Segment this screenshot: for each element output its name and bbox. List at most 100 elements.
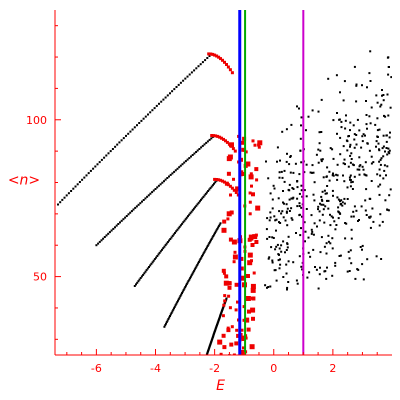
data-point <box>226 361 228 363</box>
data-point <box>349 174 352 177</box>
data-point <box>209 240 212 243</box>
data-point <box>360 146 363 149</box>
data-point <box>339 200 341 203</box>
data-point <box>333 220 336 223</box>
data-point <box>376 135 379 138</box>
data-point <box>239 256 244 261</box>
data-point <box>343 80 346 83</box>
data-point <box>100 158 103 161</box>
data-point <box>275 279 278 282</box>
data-point <box>213 233 216 236</box>
data-point <box>330 215 333 218</box>
data-point <box>358 168 361 171</box>
data-point <box>300 124 302 127</box>
data-point <box>326 199 328 202</box>
data-point <box>298 173 301 176</box>
data-point <box>213 182 215 185</box>
data-point <box>271 261 274 264</box>
data-point <box>196 203 199 206</box>
data-point <box>118 141 121 144</box>
data-point <box>236 300 239 304</box>
data-point <box>255 205 261 211</box>
data-point <box>310 214 313 217</box>
data-point <box>114 145 117 148</box>
data-point <box>267 286 270 288</box>
data-point <box>317 110 320 113</box>
data-point <box>379 174 382 177</box>
data-point <box>375 140 378 143</box>
data-point <box>304 230 307 233</box>
data-point <box>287 260 290 263</box>
data-point <box>280 212 283 215</box>
data-point <box>108 231 111 234</box>
data-point <box>190 155 192 158</box>
data-point <box>361 140 364 143</box>
data-point <box>312 193 315 196</box>
data-point <box>252 234 258 240</box>
data-point <box>244 317 250 323</box>
data-point <box>282 216 285 219</box>
data-point <box>158 102 160 105</box>
data-point <box>117 223 120 225</box>
data-point <box>277 197 280 200</box>
data-point <box>182 221 185 224</box>
data-point <box>369 122 372 125</box>
data-point <box>222 271 226 275</box>
data-point <box>329 213 331 216</box>
data-point <box>204 192 207 195</box>
data-point <box>130 210 133 213</box>
data-point <box>331 247 334 250</box>
data-point <box>219 352 223 355</box>
data-point <box>266 217 269 220</box>
data-point <box>278 221 280 224</box>
data-point <box>192 271 195 274</box>
data-point <box>175 302 178 305</box>
data-point <box>376 129 379 132</box>
data-point <box>197 262 200 265</box>
data-point <box>202 195 205 198</box>
data-point <box>332 157 335 160</box>
data-point <box>164 244 167 247</box>
data-point <box>163 245 166 248</box>
data-point <box>151 191 154 194</box>
data-point <box>350 262 353 265</box>
data-point <box>250 184 253 188</box>
data-point <box>168 239 171 242</box>
data-point <box>87 172 90 175</box>
data-point <box>322 203 325 206</box>
data-point <box>337 198 340 201</box>
data-point <box>163 180 165 183</box>
data-point <box>144 197 147 200</box>
data-point <box>368 216 371 219</box>
data-point <box>286 224 289 227</box>
data-point <box>226 326 230 330</box>
data-point <box>212 235 215 237</box>
data-point <box>314 266 316 268</box>
data-point <box>291 218 294 221</box>
data-point <box>386 153 389 156</box>
data-point <box>376 101 379 104</box>
data-point <box>384 150 386 153</box>
data-point <box>377 142 380 145</box>
data-point <box>307 115 310 118</box>
data-point <box>343 197 346 200</box>
data-point <box>211 52 215 56</box>
data-point <box>323 221 326 224</box>
data-point <box>288 210 291 212</box>
data-point <box>214 134 218 138</box>
data-point <box>350 158 353 160</box>
data-point <box>382 94 385 96</box>
data-point <box>197 65 200 68</box>
data-point <box>321 190 324 193</box>
x-tick-label: -4 <box>150 362 161 375</box>
data-point <box>162 247 165 250</box>
data-point <box>339 203 342 206</box>
data-point <box>283 169 286 172</box>
data-point <box>357 268 360 271</box>
data-point <box>206 245 209 247</box>
data-point <box>327 234 330 237</box>
data-point <box>325 242 328 245</box>
data-point <box>189 212 192 215</box>
data-point <box>351 188 354 190</box>
data-point <box>239 275 245 281</box>
